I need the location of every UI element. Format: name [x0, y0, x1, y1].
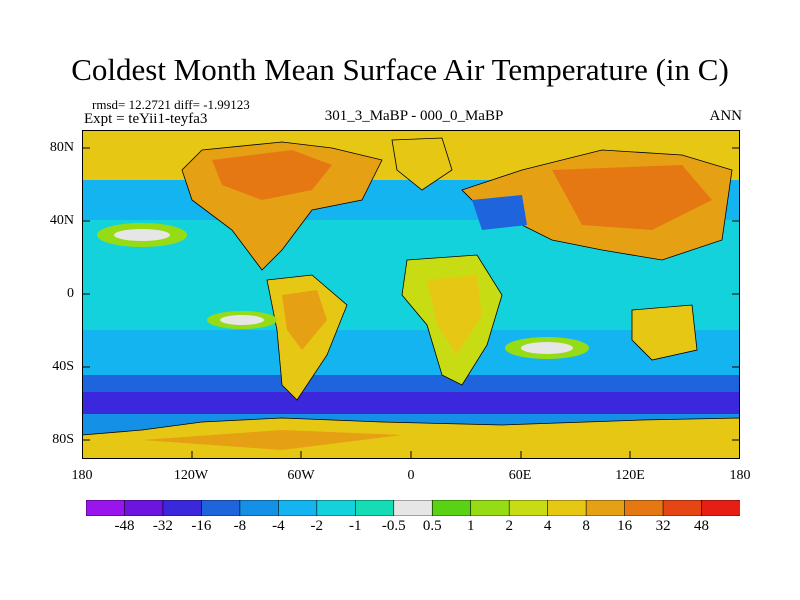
- colorbar-label: -48: [114, 518, 135, 534]
- colorbar-swatch: [470, 500, 510, 516]
- experiment-text: Expt = teYii1-teyfa3: [84, 111, 208, 127]
- colorbar-swatch: [431, 500, 472, 516]
- colorbar: [86, 500, 740, 516]
- lon-label: 180: [71, 468, 93, 483]
- lon-label: 0: [407, 468, 415, 483]
- colorbar-swatch: [585, 500, 626, 516]
- colorbar-label: 4: [543, 518, 552, 534]
- landmass-australia: [631, 304, 698, 361]
- lon-label: 120E: [615, 468, 645, 483]
- colorbar-label: 32: [655, 518, 671, 534]
- colorbar-label: 1: [466, 518, 475, 534]
- colorbar-label: 0.5: [422, 518, 442, 534]
- south-mid-band: [82, 330, 740, 375]
- colorbar-label: -32: [152, 518, 173, 534]
- map-ticks: [82, 147, 740, 459]
- colorbar-swatch: [354, 500, 395, 516]
- north-america-core: [212, 150, 332, 200]
- colorbar-label: -4: [272, 518, 285, 534]
- south-pacific-white: [220, 315, 264, 325]
- colorbar-swatch: [547, 500, 587, 516]
- colorbar-label: -0.5: [381, 518, 406, 534]
- stats-text: rmsd= 12.2721 diff= -1.99123: [92, 97, 250, 112]
- colorbar-label: -1: [349, 518, 362, 534]
- colorbar-swatch: [701, 500, 740, 516]
- plot-title: Coldest Month Mean Surface Air Temperatu…: [71, 52, 729, 87]
- colorbar-swatch: [624, 500, 664, 516]
- lat-label: 40N: [49, 213, 74, 228]
- lat-label: 80N: [49, 140, 74, 155]
- lat-label: 0: [67, 286, 74, 301]
- colorbar-swatch: [393, 500, 433, 516]
- colorbar-swatch: [316, 500, 356, 516]
- lat-label: 40S: [52, 359, 74, 374]
- lon-label: 120W: [173, 468, 209, 483]
- colorbar-swatch: [662, 500, 703, 516]
- lon-label: 60E: [508, 468, 532, 483]
- eurasia-core: [552, 165, 712, 230]
- colorbar-label: 48: [694, 518, 709, 534]
- season-text: ANN: [709, 108, 743, 124]
- comparison-text: 301_3_MaBP - 000_0_MaBP: [324, 108, 504, 124]
- southern-deep-band: [82, 392, 740, 414]
- colorbar-label: -2: [310, 518, 324, 534]
- colorbar-label: 2: [505, 518, 513, 534]
- colorbar-swatch: [508, 500, 549, 516]
- colorbar-swatch: [278, 500, 318, 516]
- pacific-white-patch: [114, 229, 170, 241]
- colorbar-swatch: [162, 500, 203, 516]
- antarctica-warm: [142, 430, 402, 450]
- africa-core: [427, 275, 482, 355]
- lon-label: 180: [729, 468, 751, 483]
- colorbar-swatch: [86, 500, 126, 516]
- colorbar-swatch: [239, 500, 279, 516]
- europe-cold-patch: [472, 195, 527, 230]
- indian-ocean-white: [521, 342, 573, 354]
- colorbar-label: -16: [191, 518, 212, 534]
- colorbar-label: 16: [617, 518, 633, 534]
- temperature-map: [82, 130, 740, 459]
- colorbar-swatch: [124, 500, 164, 516]
- landmass-antarctica: [82, 417, 740, 459]
- colorbar-swatch: [201, 500, 241, 516]
- south-america-core: [282, 290, 327, 350]
- colorbar-label: -8: [233, 518, 247, 534]
- colorbar-label: 8: [582, 518, 590, 534]
- landmass-greenland: [391, 137, 453, 191]
- lon-label: 60W: [287, 468, 315, 483]
- lat-label: 80S: [52, 432, 74, 447]
